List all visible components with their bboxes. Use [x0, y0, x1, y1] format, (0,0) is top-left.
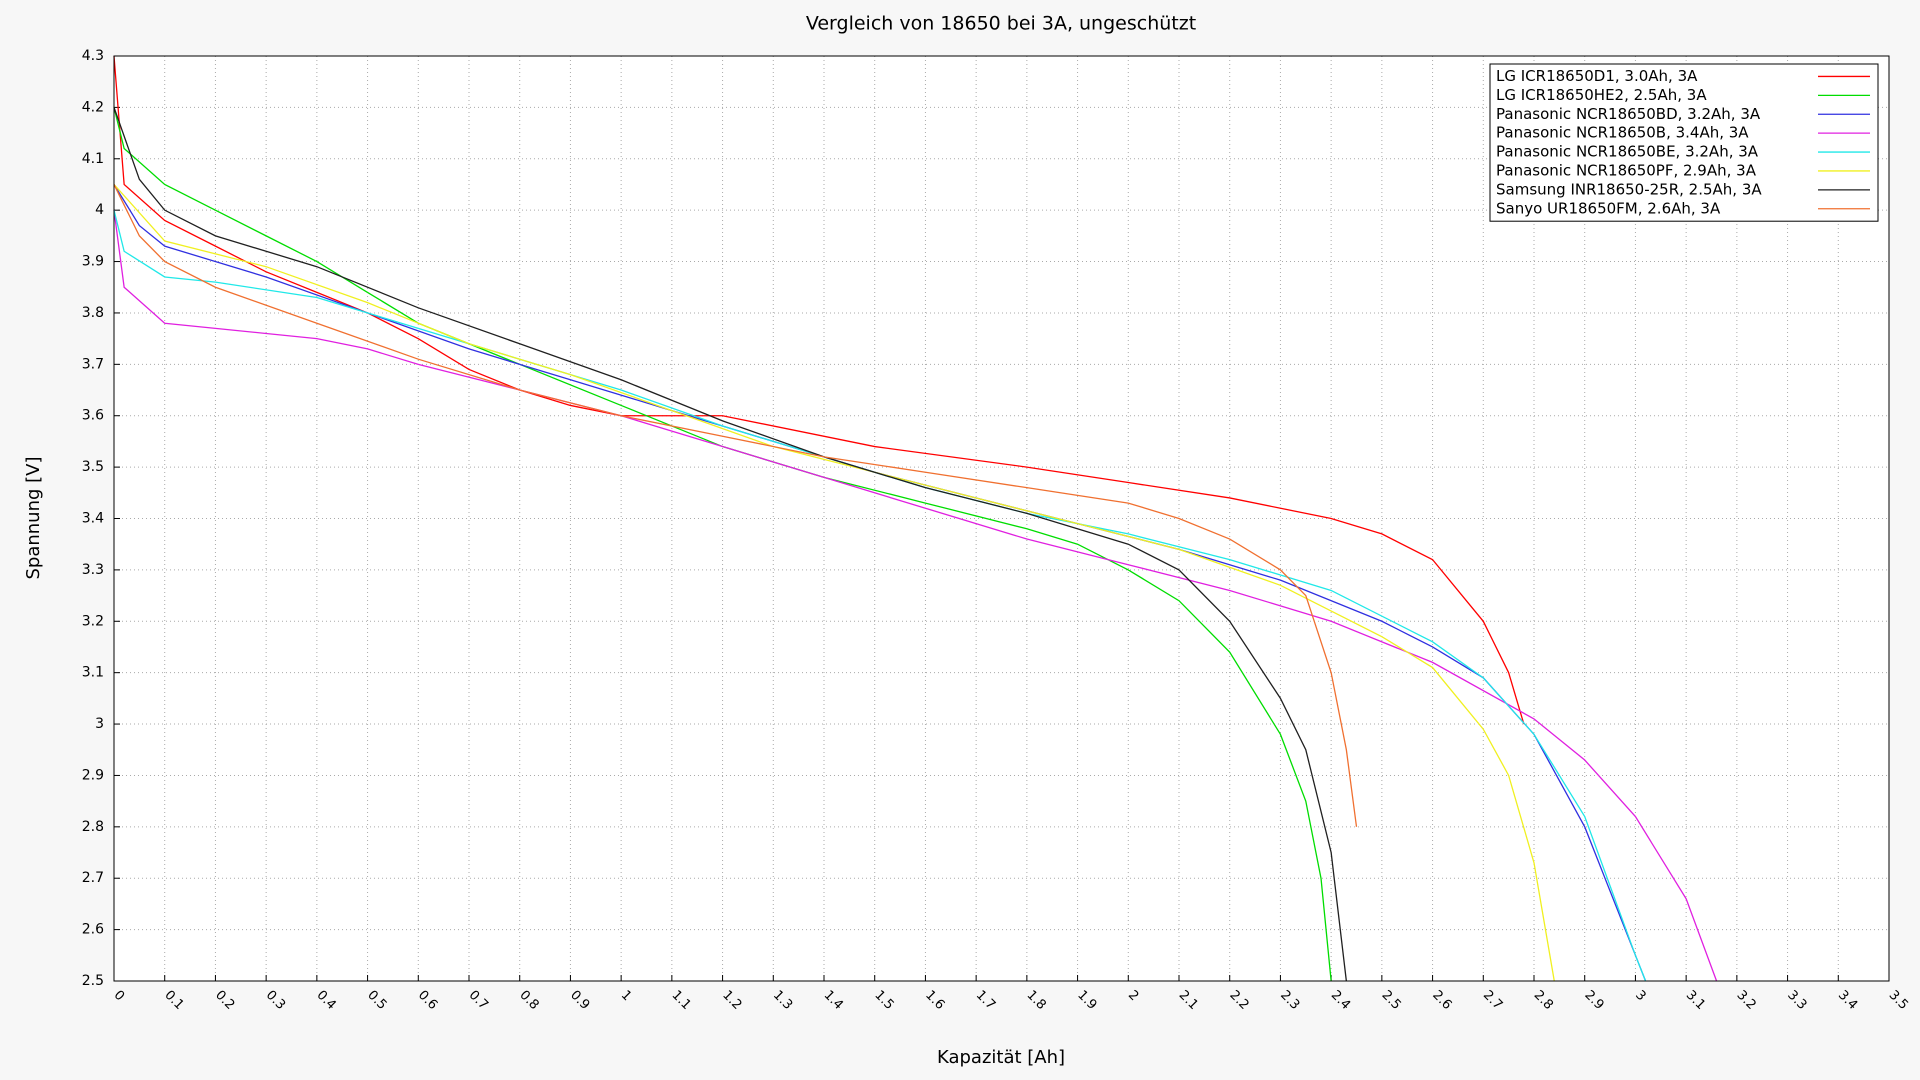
- x-tick-label: 1: [618, 988, 634, 1004]
- x-tick-label: 3.5: [1886, 988, 1911, 1013]
- legend-label: Panasonic NCR18650BE, 3.2Ah, 3A: [1496, 143, 1759, 161]
- legend-label: LG ICR18650HE2, 2.5Ah, 3A: [1496, 86, 1707, 104]
- series-line: [113, 184, 1358, 827]
- x-tick-label: 3: [1632, 988, 1648, 1004]
- x-tick-label: 1.2: [719, 988, 744, 1013]
- y-axis-label: Spannung [V]: [23, 456, 44, 579]
- legend-box: [1489, 63, 1879, 222]
- legend-label: LG ICR18650D1, 3.0Ah, 3A: [1496, 67, 1698, 85]
- legend-label: Panasonic NCR18650BD, 3.2Ah, 3A: [1496, 105, 1761, 123]
- x-tick-label: 0.3: [263, 988, 288, 1013]
- x-tick-label: 2: [1125, 988, 1141, 1004]
- y-tick-label: 3.3: [82, 562, 104, 578]
- x-tick-label: 0: [111, 988, 127, 1004]
- y-tick-label: 2.6: [82, 922, 104, 938]
- x-axis-label: Kapazität [Ah]: [937, 1047, 1065, 1068]
- x-tick-label: 2.4: [1328, 988, 1353, 1013]
- plot-frame: [113, 55, 1890, 982]
- x-tick-label: 2.3: [1277, 988, 1302, 1013]
- y-tick-label: 2.7: [82, 870, 104, 886]
- y-tick-label: 4.1: [82, 151, 104, 167]
- y-tick-label: 4: [95, 202, 104, 218]
- y-tick-label: 4.2: [82, 99, 104, 115]
- y-tick-label: 3.2: [82, 613, 104, 629]
- series-line: [113, 210, 1718, 982]
- x-tick-label: 0.7: [466, 988, 491, 1013]
- legend-label: Sanyo UR18650FM, 2.6Ah, 3A: [1496, 199, 1721, 217]
- x-tick-label: 2.9: [1581, 988, 1606, 1013]
- y-tick-label: 3.9: [82, 254, 104, 270]
- x-tick-label: 2.2: [1226, 988, 1251, 1013]
- legend-label: Samsung INR18650-25R, 2.5Ah, 3A: [1496, 180, 1762, 198]
- chart-title: Vergleich von 18650 bei 3A, ungeschützt: [806, 13, 1196, 35]
- lines: [113, 55, 1718, 982]
- x-tick-label: 3.3: [1784, 988, 1809, 1013]
- x-tick-label: 2.5: [1379, 988, 1404, 1013]
- x-tick-label: 0.1: [161, 988, 186, 1013]
- legend-label: Panasonic NCR18650PF, 2.9Ah, 3A: [1496, 161, 1757, 179]
- x-tick-label: 1.6: [922, 988, 947, 1013]
- x-tick-label: 3.4: [1835, 988, 1860, 1013]
- x-tick-label: 0.9: [567, 988, 592, 1013]
- y-tick-label: 2.5: [82, 973, 104, 989]
- x-tick-label: 0.5: [364, 988, 389, 1013]
- x-tick-label: 3.1: [1683, 988, 1708, 1013]
- x-tick-label: 1.1: [669, 988, 694, 1013]
- y-tick-label: 3.4: [82, 511, 104, 527]
- x-tick-label: 0.6: [415, 988, 440, 1013]
- y-tick-label: 2.9: [82, 767, 104, 783]
- x-tick-label: 0.2: [212, 988, 237, 1013]
- series-line: [113, 184, 1555, 982]
- x-tick-label: 1.9: [1074, 988, 1099, 1013]
- legend-label: Panasonic NCR18650B, 3.4Ah, 3A: [1496, 124, 1749, 142]
- x-tick-label: 1.8: [1024, 988, 1049, 1013]
- y-tick-label: 4.3: [82, 48, 104, 64]
- x-tick-label: 1.3: [770, 988, 795, 1013]
- y-tick-label: 3: [95, 716, 104, 732]
- y-tick-label: 3.8: [82, 305, 104, 321]
- x-tick-label: 1.5: [871, 988, 896, 1013]
- x-tick-label: 1.7: [973, 988, 998, 1013]
- y-tick-label: 3.1: [82, 665, 104, 681]
- y-tick-label: 3.5: [82, 459, 104, 475]
- x-tick-label: 2.8: [1531, 988, 1556, 1013]
- y-tick-label: 3.6: [82, 408, 104, 424]
- y-tick-label: 2.8: [82, 819, 104, 835]
- x-tick-label: 0.4: [314, 988, 339, 1013]
- x-tick-label: 2.6: [1429, 988, 1454, 1013]
- x-tick-label: 2.1: [1176, 988, 1201, 1013]
- x-tick-label: 3.2: [1734, 988, 1759, 1013]
- x-tick-label: 0.8: [516, 988, 541, 1013]
- x-tick-label: 1.4: [821, 988, 846, 1013]
- x-tick-label: 2.7: [1480, 988, 1505, 1013]
- y-tick-label: 3.7: [82, 356, 104, 372]
